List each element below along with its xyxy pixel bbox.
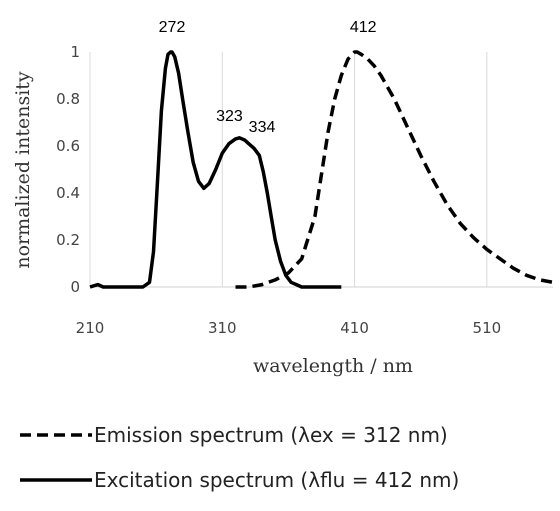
legend-swatch-solid bbox=[20, 478, 92, 482]
legend-swatch-dashed bbox=[20, 433, 92, 437]
peak-label-334: 334 bbox=[249, 119, 276, 136]
peak-labels: 272 323 334 412 bbox=[159, 19, 377, 136]
peak-label-272: 272 bbox=[159, 19, 186, 36]
y-tick-label: 0.4 bbox=[56, 184, 80, 202]
x-axis-title: wavelength / nm bbox=[253, 355, 413, 377]
y-tick-labels: 0 0.2 0.4 0.6 0.8 1 bbox=[56, 43, 80, 296]
x-tick-label: 510 bbox=[473, 319, 502, 337]
spectrum-chart: 210 310 410 510 0 0.2 0.4 0.6 0.8 1 272 323 334 412… bbox=[12, 19, 554, 377]
legend-item-excitation: Excitation spectrum (λflu = 412 nm) bbox=[20, 468, 459, 492]
peak-label-412: 412 bbox=[350, 19, 377, 36]
excitation-series-line bbox=[89, 50, 342, 289]
y-tick-label: 0.6 bbox=[56, 137, 80, 155]
peak-label-323: 323 bbox=[216, 108, 243, 125]
y-axis-title: normalized intensity bbox=[12, 71, 34, 269]
x-tick-label: 410 bbox=[340, 319, 369, 337]
x-tick-labels: 210 310 410 510 bbox=[76, 319, 501, 337]
y-tick-label: 0.8 bbox=[56, 90, 80, 108]
x-tick-label: 210 bbox=[76, 319, 105, 337]
series-lines bbox=[89, 50, 554, 289]
x-tick-label: 310 bbox=[208, 319, 237, 337]
legend-label-emission: Emission spectrum (λex = 312 nm) bbox=[94, 423, 448, 447]
y-tick-label: 0.2 bbox=[56, 231, 80, 249]
legend-item-emission: Emission spectrum (λex = 312 nm) bbox=[20, 423, 448, 447]
y-tick-label: 0 bbox=[70, 278, 80, 296]
emission-series-line bbox=[235, 50, 554, 289]
legend-label-excitation: Excitation spectrum (λflu = 412 nm) bbox=[94, 468, 460, 492]
y-tick-label: 1 bbox=[70, 43, 80, 61]
